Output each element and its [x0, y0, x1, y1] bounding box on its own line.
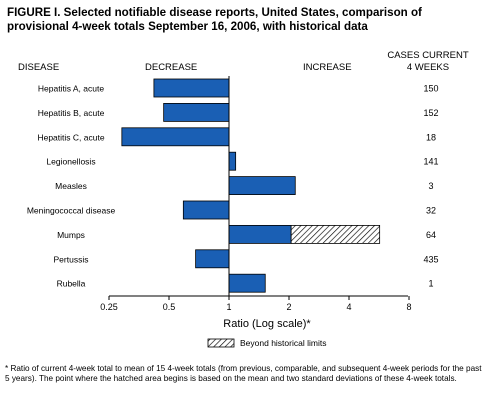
category-label: Hepatitis C, acute — [37, 132, 104, 142]
disease-header: DISEASE — [18, 62, 59, 73]
cases-header-line1: CASES CURRENT — [387, 50, 468, 61]
case-count: 435 — [423, 254, 438, 264]
case-count: 3 — [428, 181, 433, 191]
ratio-bar — [163, 103, 230, 122]
category-label: Meningococcal disease — [27, 206, 116, 216]
category-label: Legionellosis — [46, 157, 95, 167]
x-ticks: 0.25 0.5 1 2 4 8 — [100, 296, 412, 312]
category-label: Hepatitis B, acute — [38, 108, 105, 118]
category-label: Pertussis — [54, 254, 89, 264]
category-labels: Hepatitis A, acute Hepatitis B, acute Hepa… — [27, 84, 116, 289]
ratio-bar — [153, 78, 230, 98]
ratio-bar — [228, 273, 266, 293]
x-tick-label: 2 — [286, 302, 291, 312]
case-count: 141 — [423, 157, 438, 167]
case-count: 152 — [423, 108, 438, 118]
ratio-bar — [228, 176, 296, 196]
x-tick-label: 8 — [406, 302, 411, 312]
case-count: 64 — [426, 230, 436, 240]
ratio-bar — [121, 127, 230, 147]
category-label: Mumps — [57, 230, 85, 240]
x-tick-label: 4 — [346, 302, 351, 312]
ratio-bar — [228, 224, 292, 244]
case-count: 32 — [426, 206, 436, 216]
case-count: 1 — [428, 279, 433, 289]
beyond-limits-bar — [290, 224, 381, 244]
case-count: 150 — [423, 84, 438, 94]
cases-header-line2: 4 WEEKS — [407, 62, 449, 73]
category-label: Measles — [55, 181, 87, 191]
category-label: Hepatitis A, acute — [38, 84, 104, 94]
legend: Beyond historical limits — [207, 338, 326, 348]
case-count: 18 — [426, 132, 436, 142]
ratio-bar — [182, 200, 230, 220]
legend-hatch-swatch — [207, 338, 235, 348]
decrease-header: DECREASE — [145, 62, 197, 73]
figure-title: FIGURE I. Selected notifiable disease re… — [7, 6, 422, 33]
increase-header: INCREASE — [303, 62, 352, 73]
ratio-bar — [228, 151, 237, 171]
case-counts: 150 152 18 141 3 32 64 435 1 — [423, 84, 438, 289]
ratio-bar — [195, 249, 230, 269]
bars — [121, 78, 381, 293]
legend-label: Beyond historical limits — [240, 338, 326, 348]
ratio-bar-chart: DISEASE DECREASE INCREASE CASES CURRENT … — [18, 50, 469, 348]
x-tick-label: 0.25 — [100, 302, 118, 312]
x-axis-label: Ratio (Log scale)* — [223, 318, 311, 330]
footnote: * Ratio of current 4-week total to mean … — [5, 364, 482, 383]
x-tick-label: 0.5 — [163, 302, 176, 312]
x-tick-label: 1 — [226, 302, 231, 312]
category-label: Rubella — [57, 279, 86, 289]
